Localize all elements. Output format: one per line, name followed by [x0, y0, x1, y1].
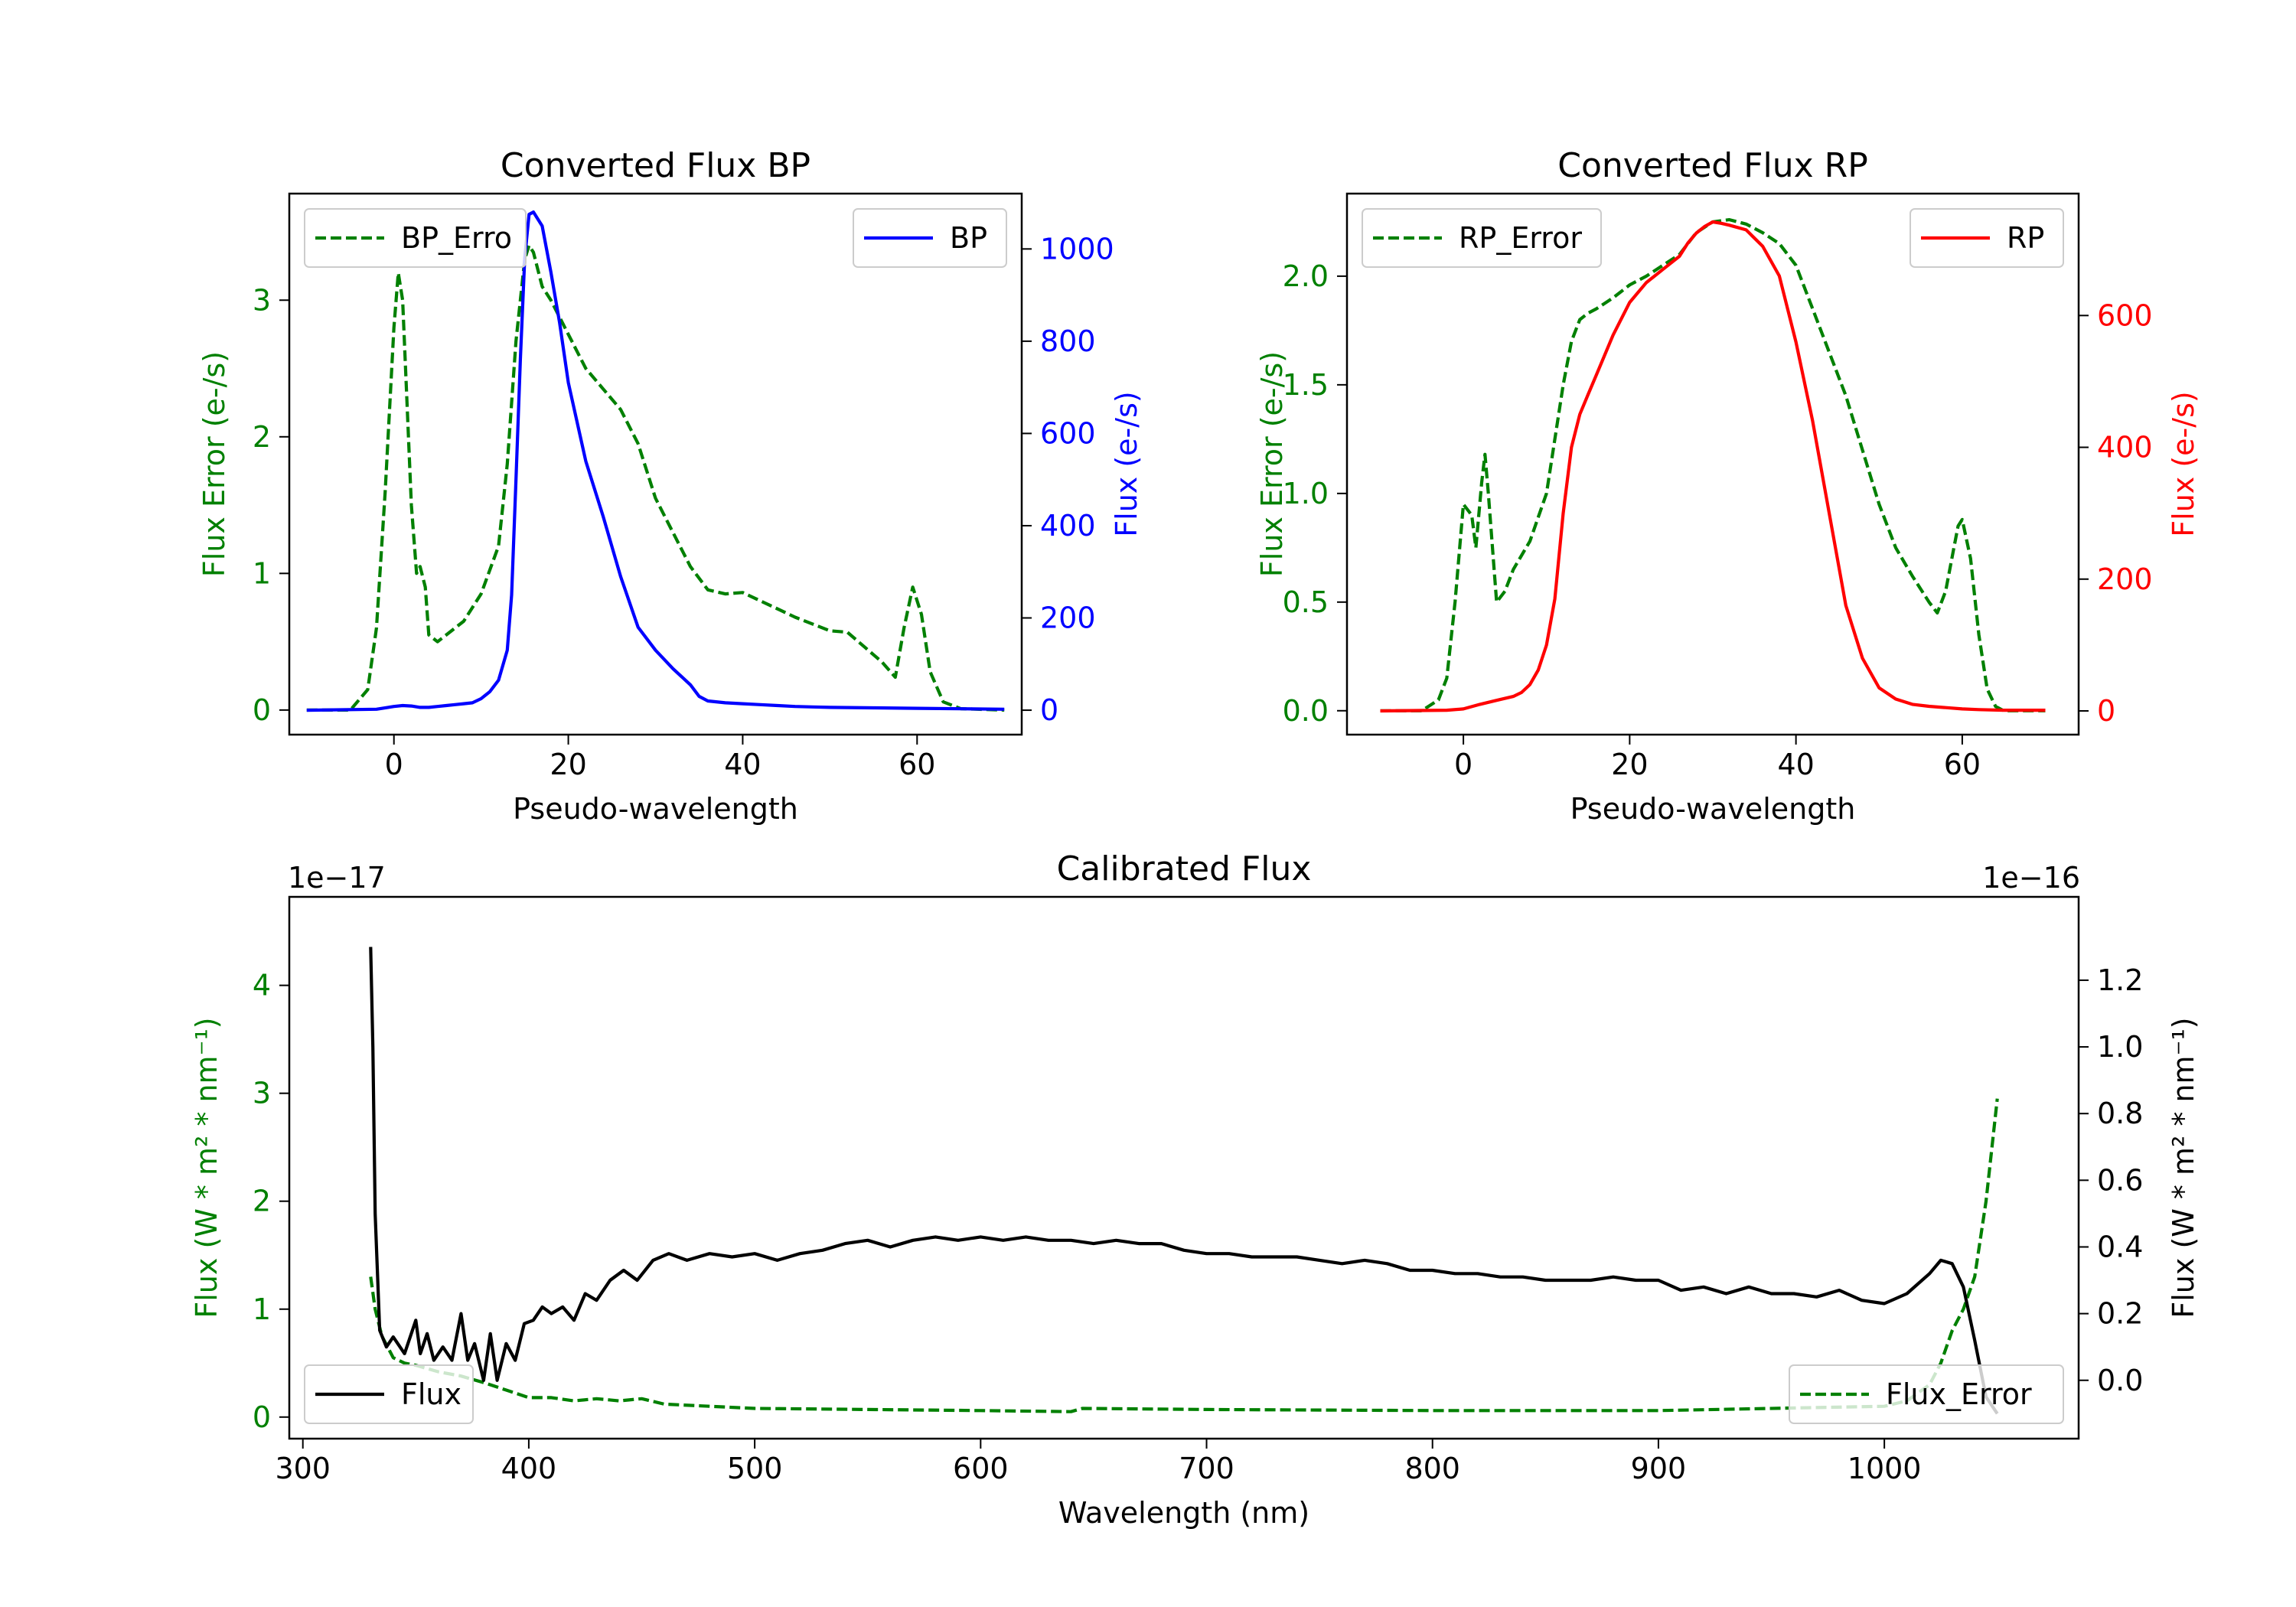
y-tick-label-left: 1.0: [1283, 477, 1329, 510]
y-tick-label-left: 1.5: [1283, 368, 1329, 402]
y-tick-label-left: 4: [253, 969, 271, 1002]
legend-right: BP: [853, 208, 1007, 268]
x-tick-label: 700: [1179, 1452, 1234, 1485]
series-line-rp-error: [1380, 218, 2046, 712]
y-tick-label-right: 0: [2097, 694, 2115, 728]
y-tick-label-right: 0.6: [2097, 1163, 2143, 1197]
legend-label: Flux: [401, 1377, 461, 1411]
series-line-flux-error: [369, 1098, 1999, 1413]
legend-label: BP: [950, 221, 987, 255]
series-line-bp-error: [306, 243, 1005, 712]
x-tick-label: 40: [1777, 748, 1814, 781]
x-tick-label: 800: [1404, 1452, 1460, 1485]
axes-frame: [1345, 192, 2080, 736]
legend-label: Flux_Error: [1886, 1377, 2032, 1411]
y-tick-label-right: 400: [2097, 431, 2153, 464]
y-tick-label-left: 2: [253, 1185, 271, 1218]
y-axis-label-right: Flux (e-/s): [1110, 391, 1143, 536]
y-axis-label-left: Flux Error (e-/s): [197, 351, 231, 577]
y-axis-label-right: Flux (e-/s): [2167, 391, 2200, 536]
y-tick-label-right: 600: [1040, 416, 1096, 450]
legend-left: RP_Error: [1362, 208, 1602, 268]
y-tick-label-right: 1.0: [2097, 1030, 2143, 1064]
x-tick-label: 600: [953, 1452, 1009, 1485]
y-tick-label-left: 2.0: [1283, 259, 1329, 293]
legend-left: BP_Erro: [304, 208, 527, 268]
x-tick-label: 20: [1611, 748, 1648, 781]
y-tick-label-right: 800: [1040, 324, 1096, 358]
x-tick-label: 0: [385, 748, 403, 781]
y-tick-label-right: 0.8: [2097, 1097, 2143, 1130]
y-axis-label-left: Flux Error (e-/s): [1255, 351, 1289, 577]
offset-text-left: 1e−17: [288, 861, 386, 895]
x-tick-label: 40: [724, 748, 761, 781]
x-tick-label: 60: [1944, 748, 1981, 781]
chart-title: Calibrated Flux: [1057, 849, 1312, 888]
y-tick-label-right: 0.4: [2097, 1230, 2143, 1263]
y-tick-label-right: 400: [1040, 509, 1096, 543]
x-tick-label: 1000: [1848, 1452, 1922, 1485]
y-tick-label-left: 3: [253, 283, 271, 317]
chart-rp: 0 20 40 60 0.0 0.5 1.0 1.5 2.0 0 200 400 600 Converte…: [1255, 146, 2200, 826]
y-tick-label-left: 3: [253, 1077, 271, 1110]
x-tick-label: 500: [727, 1452, 783, 1485]
y-tick-label-right: 200: [1040, 601, 1096, 635]
legend-right: RP: [1910, 208, 2064, 268]
x-tick-label: 300: [275, 1452, 331, 1485]
chart-calibrated: 300 400 500 600 700 800 900 1000 0 1 2 3 4 0.0 0.2 0.4 0…: [190, 849, 2200, 1530]
x-axis-label: Pseudo-wavelength: [513, 792, 798, 826]
legend-box: [1789, 1364, 2064, 1424]
y-tick-label-right: 1.2: [2097, 963, 2143, 997]
series-line-flux: [369, 947, 1999, 1415]
x-tick-label: 900: [1631, 1452, 1687, 1485]
x-tick-label: 400: [501, 1452, 557, 1485]
axes-frame: [288, 895, 2080, 1440]
y-tick-label-right: 0: [1040, 693, 1058, 727]
y-axis-label-right: Flux (W * m² * nm⁻¹): [2167, 1017, 2200, 1318]
y-tick-label-left: 0: [253, 693, 271, 727]
chart-title: Converted Flux BP: [501, 146, 810, 185]
y-tick-label-left: 1: [253, 1292, 271, 1326]
y-tick-label-left: 2: [253, 420, 271, 454]
series-line-rp: [1380, 220, 2046, 713]
y-tick-label-right: 0.2: [2097, 1297, 2143, 1331]
legend-label: RP: [2007, 221, 2044, 255]
y-tick-label-left: 1: [253, 556, 271, 590]
legend-box: [304, 208, 527, 268]
chart-title: Converted Flux RP: [1557, 146, 1868, 185]
legend-label: BP_Erro: [401, 221, 512, 255]
x-tick-label: 0: [1454, 748, 1473, 781]
x-axis-label: Wavelength (nm): [1058, 1496, 1309, 1530]
legend-label: RP_Error: [1459, 221, 1582, 255]
y-tick-label-left: 0.0: [1283, 694, 1329, 728]
x-axis-label: Pseudo-wavelength: [1570, 792, 1856, 826]
y-tick-label-right: 1000: [1040, 232, 1114, 266]
y-tick-label-right: 600: [2097, 298, 2153, 332]
x-tick-label: 20: [550, 748, 586, 781]
legend-left: Flux: [304, 1364, 474, 1424]
legend-box: [304, 1364, 474, 1424]
axes-frame: [288, 192, 1023, 736]
x-tick-label: 60: [899, 748, 935, 781]
offset-text-right: 1e−16: [1982, 861, 2080, 895]
legend-box: [1362, 208, 1602, 268]
y-tick-label-right: 0.0: [2097, 1364, 2143, 1397]
y-tick-label-left: 0: [253, 1400, 271, 1434]
y-tick-label-left: 0.5: [1283, 585, 1329, 619]
legend-right: Flux_Error: [1789, 1364, 2064, 1424]
y-axis-label-left: Flux (W * m² * nm⁻¹): [190, 1017, 223, 1318]
series-line-bp: [306, 210, 1005, 712]
y-tick-label-right: 200: [2097, 562, 2153, 596]
